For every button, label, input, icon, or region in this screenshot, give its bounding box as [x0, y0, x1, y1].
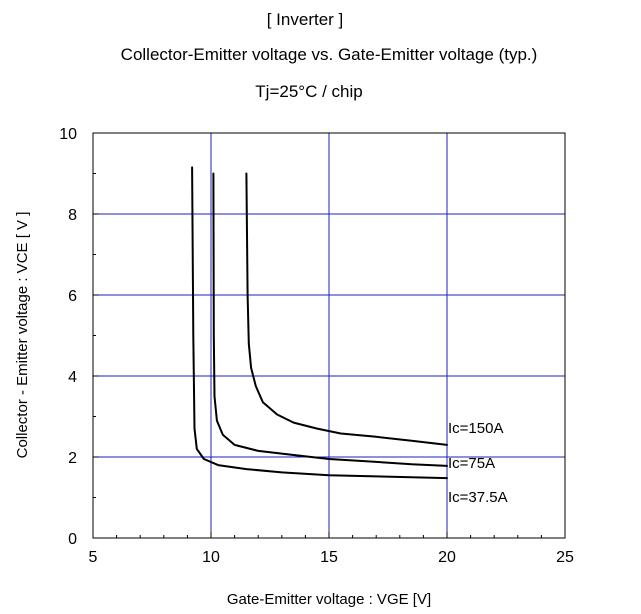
- y-tick-label: 2: [68, 450, 77, 467]
- series-labels: Ic=150A Ic=75A Ic=37.5A: [448, 420, 508, 506]
- x-tick-label: 15: [320, 549, 338, 566]
- series-label: Ic=75A: [448, 455, 495, 472]
- series-label: Ic=150A: [448, 420, 503, 437]
- grid: [93, 133, 565, 538]
- chart-condition: Tj=25°C / chip: [255, 82, 362, 101]
- y-tick-label: 4: [68, 369, 77, 386]
- y-tick-label: 10: [59, 126, 77, 143]
- x-tick-label: 20: [438, 549, 456, 566]
- x-axis-label: Gate-Emitter voltage : VGE [V]: [227, 591, 431, 608]
- x-tick-label: 10: [202, 549, 220, 566]
- y-tick-label: 0: [68, 531, 77, 548]
- x-tick-label: 25: [556, 549, 574, 566]
- x-tick-label: 5: [89, 549, 98, 566]
- series-label: Ic=37.5A: [448, 489, 508, 506]
- chart-title: [ Inverter ]: [267, 10, 344, 29]
- chart-subtitle: Collector-Emitter voltage vs. Gate-Emitt…: [121, 45, 538, 64]
- y-axis-label: Collector - Emitter voltage : VCE [ V ]: [14, 212, 31, 459]
- y-tick-label: 6: [68, 288, 77, 305]
- y-tick-label: 8: [68, 207, 77, 224]
